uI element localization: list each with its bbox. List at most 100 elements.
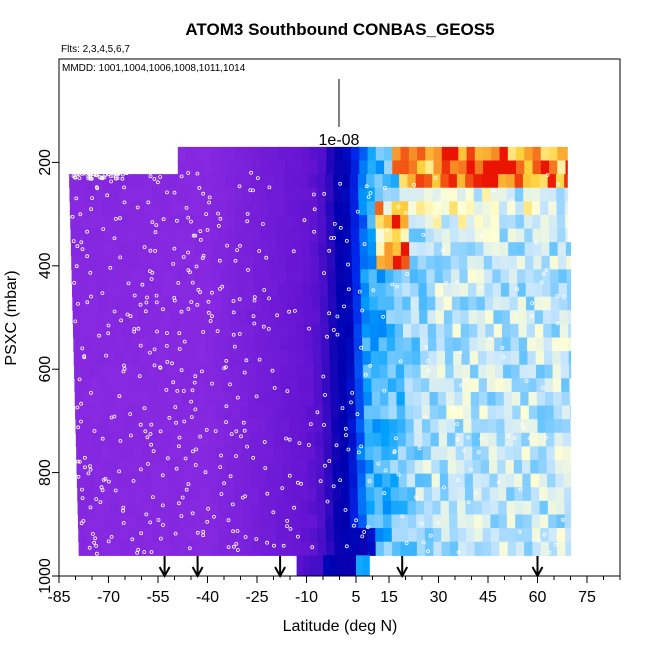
heatmap-cell <box>494 337 503 352</box>
x-tick-label: -10 <box>295 589 318 606</box>
heatmap-cell <box>340 473 350 488</box>
sample-point <box>442 485 447 490</box>
heatmap-cell <box>267 201 277 216</box>
heatmap-cell <box>441 160 451 175</box>
heatmap-cell <box>219 255 229 271</box>
sample-point <box>235 395 240 400</box>
heatmap-cell <box>175 473 185 488</box>
sample-point <box>207 195 212 200</box>
heatmap-cell <box>139 351 149 366</box>
heatmap-cell <box>294 283 304 298</box>
heatmap-cell <box>133 446 143 461</box>
sample-point <box>91 532 95 536</box>
heatmap-cell <box>417 160 426 175</box>
heatmap-cell <box>507 214 517 230</box>
heatmap-cell <box>374 487 384 502</box>
heatmap-cell <box>375 228 385 243</box>
heatmap-cell <box>342 214 352 230</box>
heatmap-cell <box>357 174 367 189</box>
sample-point <box>100 436 105 441</box>
heatmap-cell <box>520 391 530 407</box>
heatmap-cell <box>95 242 105 257</box>
sample-point <box>89 390 93 395</box>
heatmap-cell <box>267 187 277 202</box>
sample-point <box>425 358 430 363</box>
sample-point <box>530 314 534 319</box>
sample-point <box>515 287 520 292</box>
sample-point <box>262 288 267 292</box>
heatmap-cell <box>483 228 492 243</box>
heatmap-cell <box>510 337 520 352</box>
sample-point <box>153 230 158 235</box>
heatmap-cell <box>456 174 466 189</box>
sample-point <box>132 329 137 334</box>
heatmap-cell <box>359 541 368 556</box>
heatmap-cell <box>318 242 328 257</box>
sample-point <box>455 437 460 442</box>
heatmap-cell <box>393 255 402 271</box>
heatmap-cell <box>486 378 496 393</box>
heatmap-cell <box>515 514 525 529</box>
heatmap-cell <box>116 419 126 434</box>
sample-point <box>80 496 85 501</box>
sample-point <box>288 527 293 531</box>
sample-point <box>235 529 240 533</box>
heatmap-cell <box>408 214 418 230</box>
heatmap-cell <box>287 323 297 339</box>
heatmap-cell <box>423 460 432 475</box>
heatmap-cell <box>140 364 149 379</box>
heatmap-cell <box>246 323 256 339</box>
heatmap-cell <box>555 174 565 189</box>
heatmap-cell <box>382 174 392 189</box>
heatmap-cell <box>565 214 568 230</box>
heatmap-cell <box>159 174 169 189</box>
heatmap-cell <box>515 214 525 230</box>
heatmap-cell <box>309 541 319 556</box>
heatmap-cell <box>103 528 112 543</box>
heatmap-cell <box>157 405 167 420</box>
heatmap-cell <box>400 242 410 257</box>
heatmap-cell <box>541 269 551 284</box>
heatmap-cell <box>410 296 420 311</box>
heatmap-cell <box>529 419 539 434</box>
heatmap-cell <box>77 500 87 516</box>
sample-point <box>287 309 292 314</box>
heatmap-cell <box>317 201 327 216</box>
heatmap-cell <box>357 460 366 475</box>
heatmap-cell <box>142 473 152 488</box>
heatmap-cell <box>278 296 288 311</box>
heatmap-cell <box>110 487 120 502</box>
heatmap-cell <box>97 296 106 311</box>
sample-point <box>220 284 225 289</box>
heatmap-cell <box>144 214 154 230</box>
heatmap-cell <box>240 405 249 420</box>
heatmap-cell <box>463 432 473 447</box>
heatmap-cell <box>220 296 230 311</box>
heatmap-cell <box>127 201 137 216</box>
heatmap-cell <box>227 146 237 162</box>
flights-note: Flts: 2,3,4,5,6,7 <box>61 44 130 55</box>
heatmap-cell <box>496 419 506 434</box>
heatmap-cell <box>309 146 319 162</box>
sample-point <box>75 405 80 410</box>
heatmap-cell <box>397 446 407 461</box>
heatmap-cell <box>550 283 560 298</box>
heatmap-cell <box>507 228 517 243</box>
heatmap-cell <box>396 405 406 420</box>
heatmap-cell <box>298 446 308 461</box>
heatmap-cell <box>273 432 283 447</box>
heatmap-cell <box>127 214 137 230</box>
sample-point <box>223 365 228 370</box>
heatmap-cell <box>369 296 379 311</box>
heatmap-cell <box>99 378 109 393</box>
heatmap-cell <box>382 487 392 502</box>
heatmap-cell <box>147 323 157 339</box>
heatmap-cell <box>252 160 261 175</box>
heatmap-cell <box>556 201 566 216</box>
sample-point <box>155 180 160 185</box>
heatmap-cell <box>145 255 155 271</box>
heatmap-cell <box>351 228 360 243</box>
heatmap-cell <box>116 391 125 407</box>
sample-point <box>243 535 248 539</box>
heatmap-cell <box>77 174 87 189</box>
